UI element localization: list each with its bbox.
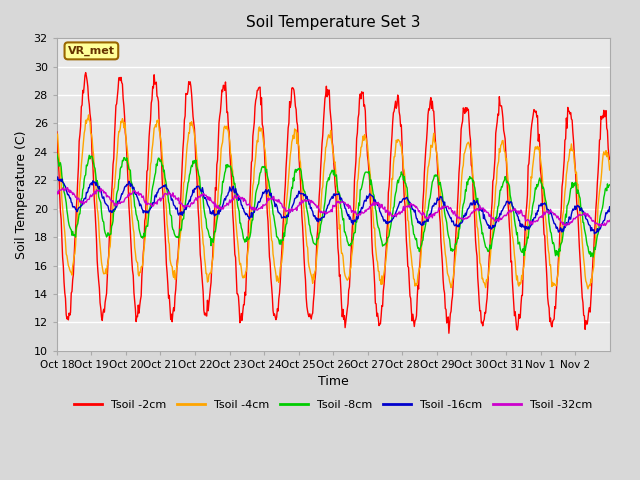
X-axis label: Time: Time [318, 375, 349, 388]
Legend: Tsoil -2cm, Tsoil -4cm, Tsoil -8cm, Tsoil -16cm, Tsoil -32cm: Tsoil -2cm, Tsoil -4cm, Tsoil -8cm, Tsoi… [70, 395, 596, 414]
Title: Soil Temperature Set 3: Soil Temperature Set 3 [246, 15, 420, 30]
Y-axis label: Soil Temperature (C): Soil Temperature (C) [15, 130, 28, 259]
Text: VR_met: VR_met [68, 46, 115, 56]
